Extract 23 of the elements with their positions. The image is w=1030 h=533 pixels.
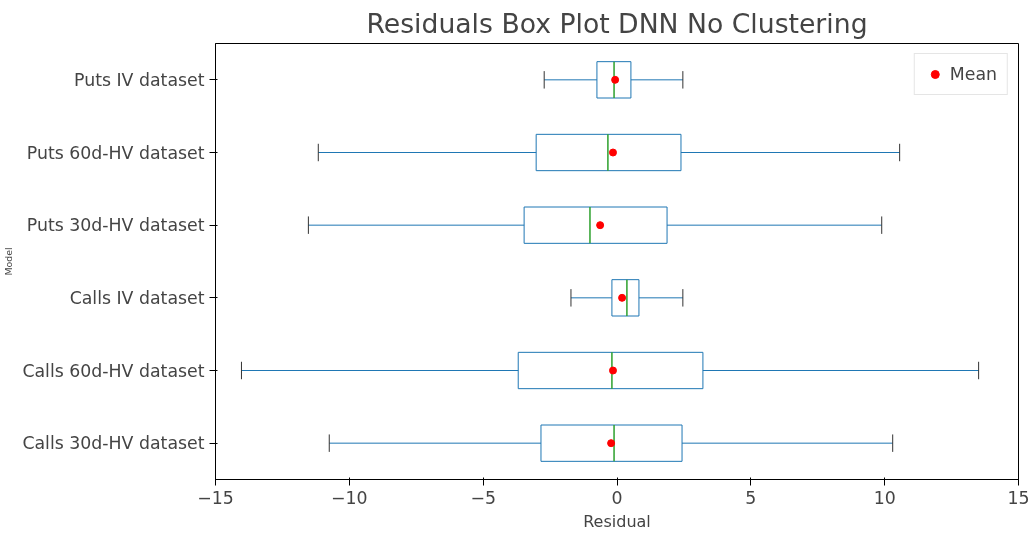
x-tick-label: 15 — [1007, 487, 1030, 508]
point — [611, 75, 620, 84]
x-tick-label: −10 — [331, 487, 368, 508]
point — [596, 221, 605, 230]
y-tick-label: Puts 30d-HV dataset — [26, 215, 205, 236]
x-tick-label: 5 — [745, 487, 757, 508]
chart-title: Residuals Box Plot DNN No Clustering — [366, 7, 868, 39]
x-axis-title: Residual — [583, 511, 651, 531]
x-tick-label: 10 — [873, 487, 896, 508]
y-tick-label: Calls 60d-HV dataset — [22, 360, 205, 381]
point — [618, 293, 627, 302]
y-tick-label: Puts IV dataset — [74, 69, 205, 90]
y-tick-label: Calls IV dataset — [69, 287, 205, 308]
x-tick-label: −15 — [197, 487, 234, 508]
point — [608, 148, 617, 157]
point — [607, 439, 616, 448]
legend-label: Mean — [949, 64, 997, 84]
y-tick-label: Calls 30d-HV dataset — [22, 433, 205, 454]
point — [608, 366, 617, 375]
y-axis-title: Model — [3, 247, 15, 276]
x-tick-label: 0 — [611, 487, 623, 508]
x-tick-label: −5 — [470, 487, 496, 508]
y-tick-label: Puts 60d-HV dataset — [26, 142, 205, 163]
